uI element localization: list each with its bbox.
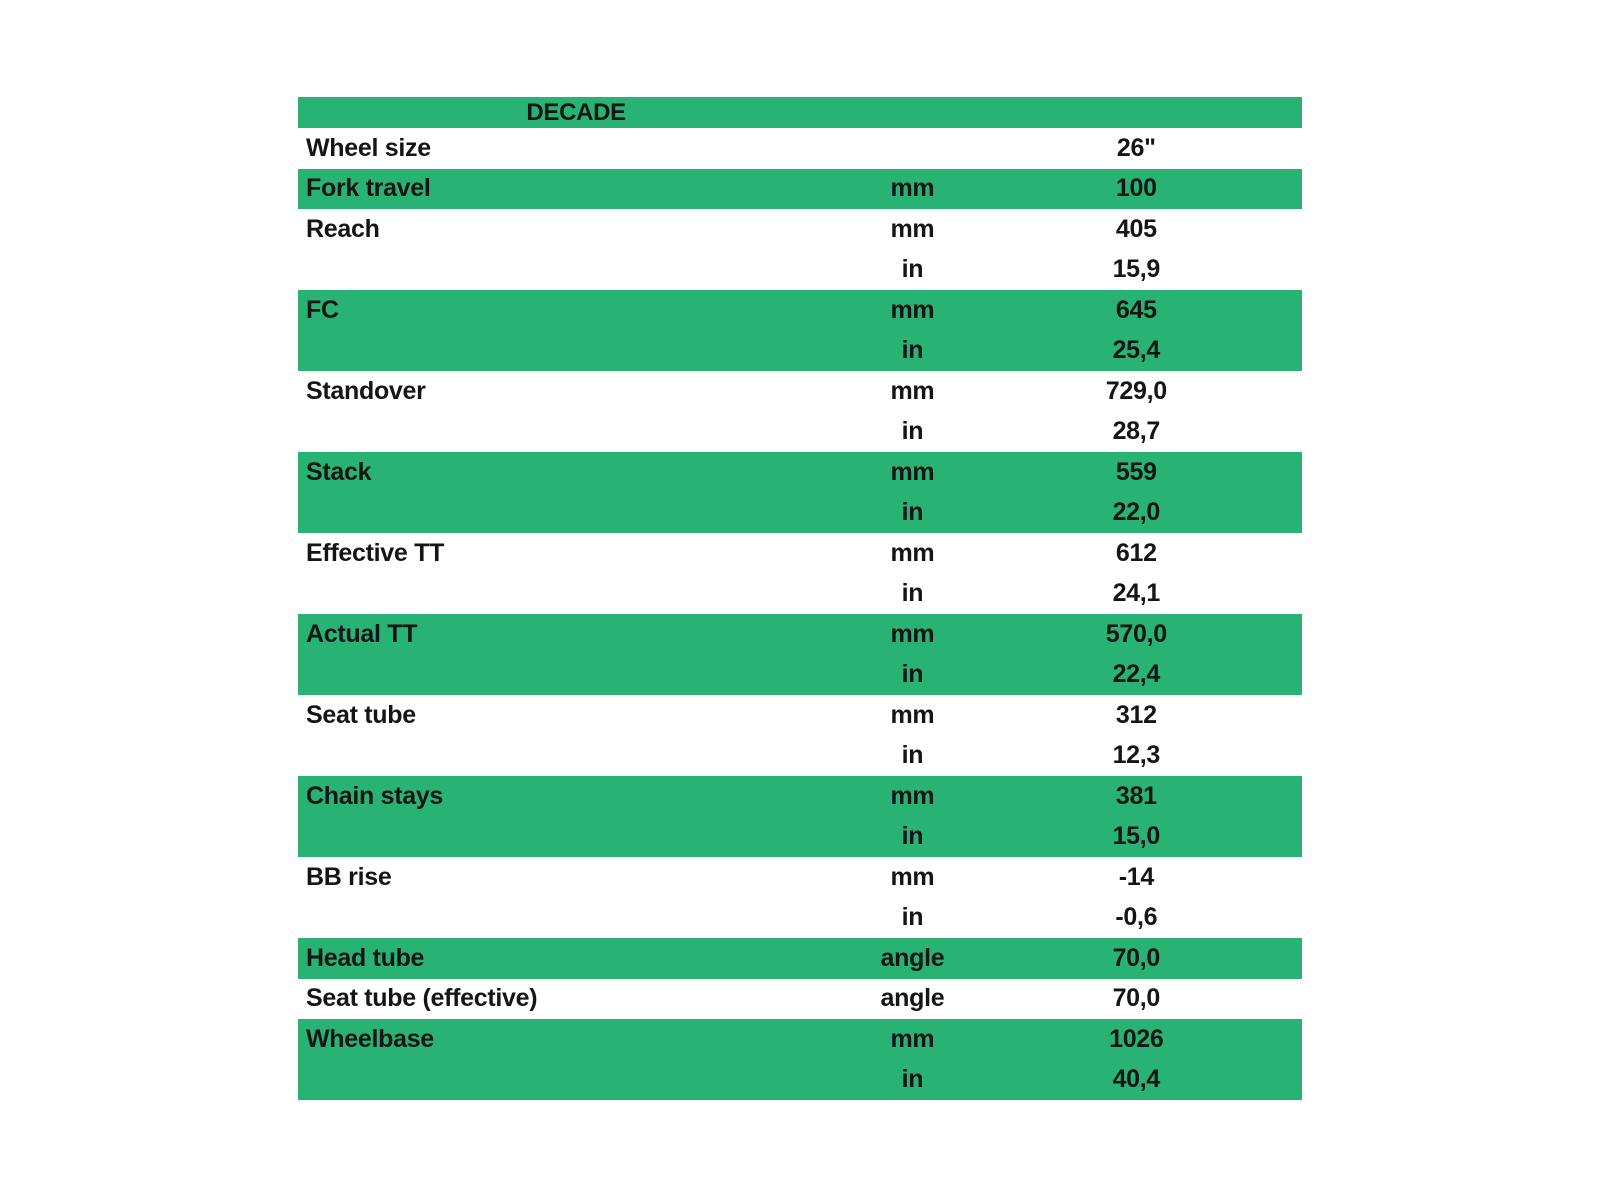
parameter-cell: Stack	[306, 457, 372, 486]
value-cell: 15,0	[1112, 822, 1161, 851]
unit-cell: mm	[890, 214, 935, 243]
value-cell: 15,9	[1112, 255, 1161, 284]
table-row: in -0,6	[298, 898, 1302, 939]
geometry-table: DECADE Wheel size 26" Fork travel mm 100 Reac…	[298, 97, 1302, 1100]
unit-cell: in	[901, 255, 924, 284]
parameter-cell: FC	[306, 295, 339, 324]
unit-cell: in	[901, 417, 924, 446]
parameter-cell: Wheel size	[306, 133, 431, 162]
parameter-cell: Effective TT	[306, 538, 445, 567]
table-row: Seat tube (effective) angle 70,0	[298, 979, 1302, 1020]
table-row: Actual TT mm 570,0	[298, 614, 1302, 655]
table-row: FC mm 645	[298, 290, 1302, 331]
unit-cell: angle	[880, 943, 945, 972]
value-cell: 70,0	[1112, 984, 1161, 1013]
value-cell: 25,4	[1112, 336, 1161, 365]
unit-cell: mm	[890, 619, 935, 648]
value-cell: 729,0	[1105, 376, 1167, 405]
table-row: in 22,0	[298, 492, 1302, 533]
value-cell: 1026	[1109, 1024, 1164, 1053]
value-cell: 312	[1115, 700, 1157, 729]
value-cell: 26"	[1116, 133, 1156, 162]
value-cell: 405	[1115, 214, 1157, 243]
table-row: Wheelbase mm 1026	[298, 1019, 1302, 1060]
parameter-cell: Reach	[306, 214, 380, 243]
table-row: Wheel size 26"	[298, 128, 1302, 169]
table-row: Reach mm 405	[298, 209, 1302, 250]
value-cell: 381	[1115, 781, 1157, 810]
parameter-cell: Wheelbase	[306, 1024, 434, 1053]
table-row: Chain stays mm 381	[298, 776, 1302, 817]
value-cell: 100	[1115, 174, 1157, 203]
unit-cell: in	[901, 903, 924, 932]
unit-cell: in	[901, 1065, 924, 1094]
parameter-cell: Actual TT	[306, 619, 418, 648]
table-row: Stack mm 559	[298, 452, 1302, 493]
parameter-cell: Chain stays	[306, 781, 444, 810]
table-row: in 12,3	[298, 736, 1302, 777]
table-row: Effective TT mm 612	[298, 533, 1302, 574]
unit-cell: in	[901, 660, 924, 689]
unit-cell: mm	[890, 1024, 935, 1053]
value-cell: 645	[1115, 295, 1157, 324]
value-cell: 22,0	[1112, 498, 1161, 527]
table-row: in 15,0	[298, 816, 1302, 857]
table-row: in 25,4	[298, 330, 1302, 371]
value-cell: 12,3	[1112, 741, 1161, 770]
table-row: in 15,9	[298, 250, 1302, 291]
table-header-row: DECADE	[298, 97, 1302, 128]
table-row: in 40,4	[298, 1059, 1302, 1100]
parameter-cell: Head tube	[306, 943, 425, 972]
value-cell: 70,0	[1112, 943, 1161, 972]
unit-cell: mm	[890, 700, 935, 729]
value-cell: 22,4	[1112, 660, 1161, 689]
unit-cell: mm	[890, 174, 935, 203]
value-cell: 559	[1115, 457, 1157, 486]
value-cell: 612	[1115, 538, 1157, 567]
unit-cell: mm	[890, 538, 935, 567]
parameter-cell: BB rise	[306, 862, 392, 891]
unit-cell: in	[901, 336, 924, 365]
table-row: BB rise mm -14	[298, 857, 1302, 898]
unit-cell: mm	[890, 457, 935, 486]
table-row: in 22,4	[298, 654, 1302, 695]
geometry-table-body: Wheel size 26" Fork travel mm 100 Reach mm 405 i…	[298, 128, 1302, 1100]
table-row: in 24,1	[298, 574, 1302, 615]
value-cell: 28,7	[1112, 417, 1161, 446]
unit-cell: mm	[890, 781, 935, 810]
table-row: in 28,7	[298, 412, 1302, 453]
unit-cell: in	[901, 579, 924, 608]
table-row: Fork travel mm 100	[298, 168, 1302, 209]
value-cell: 40,4	[1112, 1065, 1161, 1094]
parameter-cell: Seat tube	[306, 700, 416, 729]
value-cell: -14	[1118, 862, 1155, 891]
value-cell: -0,6	[1115, 903, 1158, 932]
unit-cell: angle	[880, 984, 945, 1013]
unit-cell: mm	[890, 862, 935, 891]
table-row: Seat tube mm 312	[298, 695, 1302, 736]
value-cell: 24,1	[1112, 579, 1161, 608]
unit-cell: mm	[890, 295, 935, 324]
unit-cell: in	[901, 741, 924, 770]
table-title: DECADE	[526, 98, 626, 126]
table-row: Head tube angle 70,0	[298, 938, 1302, 979]
unit-cell: mm	[890, 376, 935, 405]
table-row: Standover mm 729,0	[298, 371, 1302, 412]
unit-cell: in	[901, 498, 924, 527]
parameter-cell: Fork travel	[306, 174, 431, 203]
value-cell: 570,0	[1105, 619, 1167, 648]
parameter-cell: Seat tube (effective)	[306, 984, 538, 1013]
unit-cell: in	[901, 822, 924, 851]
parameter-cell: Standover	[306, 376, 426, 405]
